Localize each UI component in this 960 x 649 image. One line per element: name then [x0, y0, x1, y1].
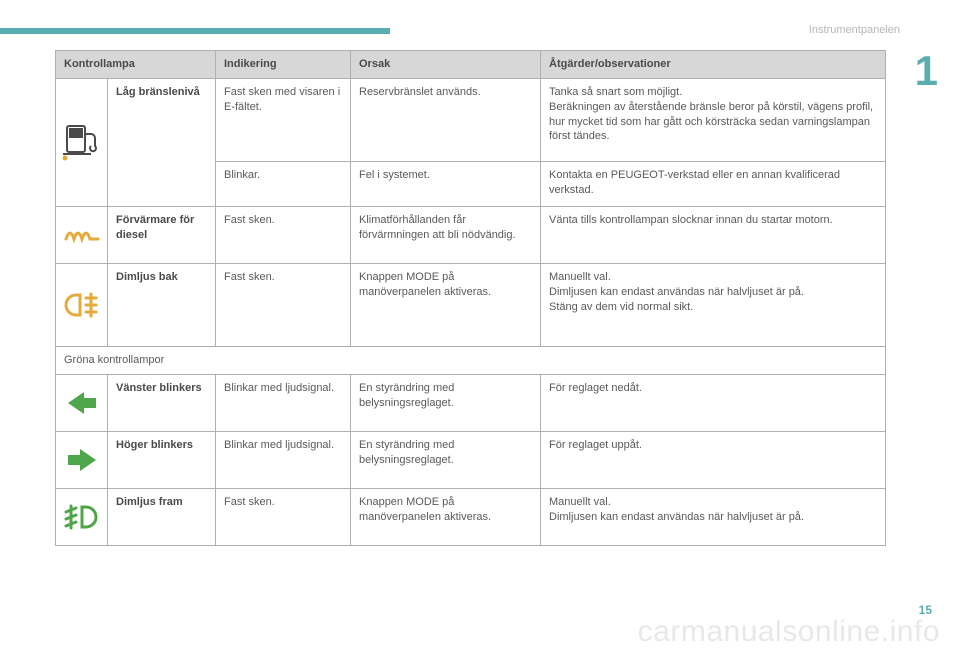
icon-cell [56, 78, 108, 206]
lamp-name: Dimljus fram [108, 488, 216, 545]
col-cause: Orsak [351, 51, 541, 79]
section-label: Instrumentpanelen [809, 24, 900, 36]
table-row: Låg bränslenivå Fast sken med visaren i … [56, 78, 886, 161]
left-arrow-icon [66, 390, 98, 416]
header-accent-bar [0, 28, 390, 34]
table-row: Höger blinkers Blinkar med ljudsignal. E… [56, 431, 886, 488]
cause-cell: Klimatförhållanden får förvärmningen att… [351, 206, 541, 263]
subheader-cell: Gröna kontrollampor [56, 346, 886, 374]
indication-cell: Fast sken. [216, 263, 351, 346]
coil-icon [62, 221, 102, 249]
col-indication: Indikering [216, 51, 351, 79]
lamp-name: Låg bränslenivå [108, 78, 216, 206]
table-header-row: Kontrollampa Indikering Orsak Åtgärder/o… [56, 51, 886, 79]
icon-cell [56, 374, 108, 431]
rear-fog-icon [62, 290, 102, 320]
icon-cell [56, 206, 108, 263]
indication-cell: Blinkar med ljudsignal. [216, 431, 351, 488]
cause-cell: En styrändring med belysningsreglaget. [351, 374, 541, 431]
indication-cell: Blinkar. [216, 161, 351, 206]
cause-cell: Fel i systemet. [351, 161, 541, 206]
cause-cell: Knappen MODE på manöverpanelen aktiveras… [351, 263, 541, 346]
col-lamp: Kontrollampa [56, 51, 216, 79]
lamp-name: Vänster blinkers [108, 374, 216, 431]
table-row: Vänster blinkers Blinkar med ljudsignal.… [56, 374, 886, 431]
fuel-pump-icon [59, 122, 105, 162]
action-cell: Manuellt val.Dimljusen kan endast använd… [541, 263, 886, 346]
indication-cell: Fast sken. [216, 206, 351, 263]
indication-cell: Fast sken med visaren i E-fältet. [216, 78, 351, 161]
front-fog-icon [62, 502, 102, 532]
table-subheader-row: Gröna kontrollampor [56, 346, 886, 374]
indication-cell: Fast sken. [216, 488, 351, 545]
warning-lamps-table: Kontrollampa Indikering Orsak Åtgärder/o… [55, 50, 886, 546]
cause-cell: En styrändring med belysningsreglaget. [351, 431, 541, 488]
action-cell: Tanka så snart som möjligt.Beräkningen a… [541, 78, 886, 161]
cause-cell: Knappen MODE på manöverpanelen aktiveras… [351, 488, 541, 545]
action-cell: Vänta tills kontrollampan slocknar innan… [541, 206, 886, 263]
action-cell: För reglaget uppåt. [541, 431, 886, 488]
action-cell: Manuellt val.Dimljusen kan endast använd… [541, 488, 886, 545]
action-cell: Kontakta en PEUGEOT-verkstad eller en an… [541, 161, 886, 206]
lamp-name: Förvärmare för diesel [108, 206, 216, 263]
watermark: carmanualsonline.info [638, 615, 940, 649]
icon-cell [56, 488, 108, 545]
col-action: Åtgärder/observationer [541, 51, 886, 79]
table-row: Dimljus bak Fast sken. Knappen MODE på m… [56, 263, 886, 346]
cause-cell: Reservbränslet används. [351, 78, 541, 161]
indication-cell: Blinkar med ljudsignal. [216, 374, 351, 431]
chapter-number: 1 [915, 50, 938, 92]
right-arrow-icon [66, 447, 98, 473]
table-row: Dimljus fram Fast sken. Knappen MODE på … [56, 488, 886, 545]
icon-cell [56, 263, 108, 346]
icon-cell [56, 431, 108, 488]
table-row: Förvärmare för diesel Fast sken. Klimatf… [56, 206, 886, 263]
warning-lamps-table-wrap: Kontrollampa Indikering Orsak Åtgärder/o… [55, 50, 885, 546]
action-cell: För reglaget nedåt. [541, 374, 886, 431]
lamp-name: Dimljus bak [108, 263, 216, 346]
lamp-name: Höger blinkers [108, 431, 216, 488]
